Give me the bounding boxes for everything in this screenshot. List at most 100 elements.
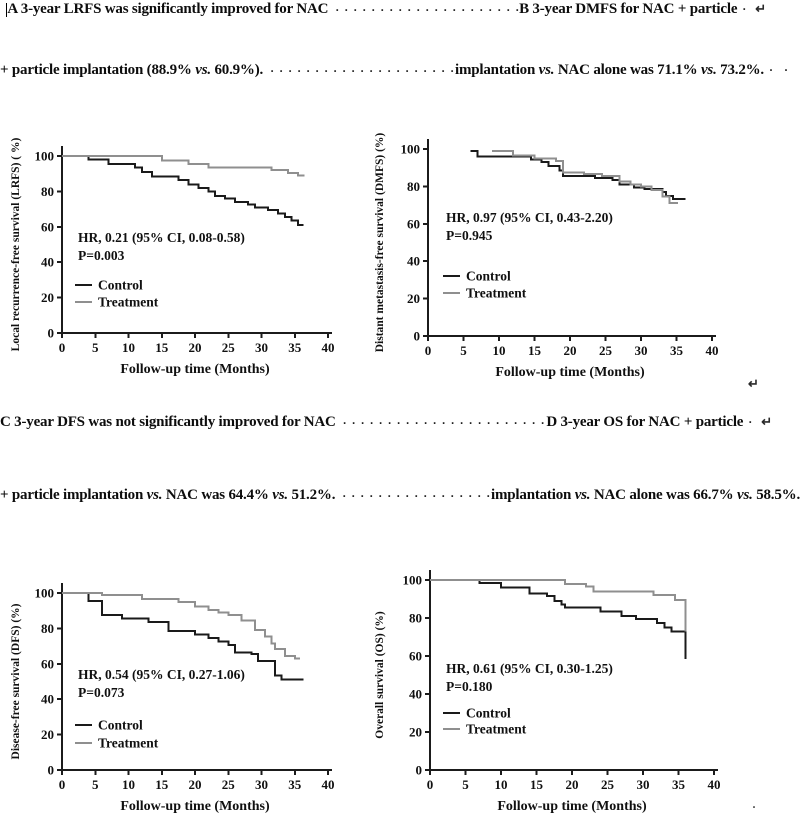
y-tick-label: 40: [41, 255, 54, 270]
y-tick-label: 20: [41, 290, 54, 305]
paragraph-return-icon: ↵: [755, 1, 766, 16]
y-tick-label: 80: [41, 184, 54, 199]
caption-row1-line2: + particle implantation (88.9% vs. 60.9%…: [0, 62, 792, 79]
x-tick-label: 25: [599, 343, 613, 358]
y-tick-label: 0: [48, 326, 55, 341]
x-tick-label: 0: [59, 777, 66, 792]
km-plot-lrfs: 0 5 10 15 20 25 30 35 40 0 20 40 60 80 100 Follow-up ti…: [10, 138, 335, 377]
x-tick-label: 5: [92, 340, 99, 355]
x-tick-label: 15: [155, 777, 169, 792]
x-tick-label: 35: [670, 343, 684, 358]
space-dot: ·: [752, 800, 757, 814]
x-tick-label: 30: [637, 777, 650, 792]
space-dots-leader: ········································…: [270, 65, 455, 76]
y-tick-label: 20: [407, 291, 420, 306]
legend-label-treatment: Treatment: [466, 722, 527, 737]
km-curve-treatment: [430, 579, 687, 632]
hr-annotation: HR, 0.54 (95% CI, 0.27-1.06): [78, 667, 245, 682]
space-dot: · ·: [768, 63, 792, 77]
y-tick-label: 20: [41, 727, 54, 742]
y-tick-label: 40: [41, 692, 54, 707]
x-tick-label: 40: [322, 777, 335, 792]
x-tick-label: 25: [222, 340, 236, 355]
hr-annotation: HR, 0.97 (95% CI, 0.43-2.20): [446, 210, 613, 225]
hr-annotation: P=0.073: [78, 685, 125, 700]
legend-label-control: Control: [98, 718, 143, 733]
caption-panel-c-line1: C 3-year DFS was not significantly impro…: [0, 414, 336, 430]
caption-row2-line2: + particle implantation vs. NAC was 64.4…: [0, 487, 800, 504]
km-curve-treatment: [491, 149, 678, 204]
x-tick-label: 25: [222, 777, 236, 792]
hr-annotation: P=0.180: [446, 679, 493, 694]
legend-label-control: Control: [466, 706, 511, 721]
caption-panel-a-line2: + particle implantation (88.9% vs. 60.9%…: [0, 62, 264, 78]
caption-panel-b-line1: B 3-year DMFS for NAC + particle: [519, 1, 738, 17]
hr-annotation: P=0.945: [446, 228, 493, 243]
legend-label-treatment: Treatment: [98, 295, 159, 310]
caption-panel-a-line1: A 3-year LRFS was significantly improved…: [7, 1, 329, 17]
x-axis-title: Follow-up time (Months): [120, 362, 270, 377]
x-tick-label: 15: [530, 777, 544, 792]
x-tick-label: 40: [708, 777, 721, 792]
x-axis-title: Follow-up time (Months): [497, 799, 647, 814]
y-tick-label: 80: [409, 611, 422, 626]
x-tick-label: 20: [566, 777, 579, 792]
space-dots-leader: ········································…: [342, 490, 492, 501]
x-tick-label: 30: [255, 777, 268, 792]
y-tick-label: 100: [403, 573, 423, 588]
x-tick-label: 0: [425, 343, 432, 358]
x-tick-label: 10: [122, 340, 135, 355]
legend-label-control: Control: [466, 269, 511, 284]
y-axis-title: Disease-free survival (DFS) (%): [10, 603, 22, 759]
y-axis-title: Local recurrence-free survival (LRFS) ( …: [10, 138, 22, 352]
x-axis-title: Follow-up time (Months): [120, 799, 270, 814]
km-plot-os: 0 5 10 15 20 25 30 35 40 0 20 40 60 80 100 Follow-up ti…: [374, 570, 721, 814]
x-tick-label: 35: [672, 777, 686, 792]
caption-panel-b-line2: implantation vs. NAC alone was 71.1% vs.…: [455, 62, 764, 78]
y-tick-label: 40: [409, 687, 422, 702]
y-tick-label: 80: [41, 621, 54, 636]
y-axis-title: Overall survival (OS) (%): [374, 611, 386, 739]
x-axis-title: Follow-up time (Months): [495, 365, 645, 380]
x-tick-label: 35: [288, 777, 302, 792]
km-curve-control: [430, 579, 687, 659]
space-dots-leader: ········································…: [342, 417, 547, 428]
x-tick-label: 10: [493, 343, 506, 358]
x-tick-label: 30: [635, 343, 648, 358]
hr-annotation: HR, 0.21 (95% CI, 0.08-0.58): [78, 230, 245, 245]
km-curve-control: [470, 149, 686, 201]
caption-row2-line1: C 3-year DFS was not significantly impro…: [0, 414, 772, 431]
y-tick-label: 60: [407, 216, 420, 231]
x-tick-label: 5: [460, 343, 467, 358]
x-tick-label: 20: [189, 340, 202, 355]
x-tick-label: 15: [528, 343, 542, 358]
x-tick-label: 10: [122, 777, 135, 792]
paragraph-return-icon: ↵: [761, 414, 772, 429]
legend-label-treatment: Treatment: [466, 286, 527, 301]
caption-panel-d-line1: D 3-year OS for NAC + particle: [546, 414, 744, 430]
km-curve-control: [62, 155, 304, 226]
km-curve-treatment: [62, 155, 305, 177]
y-tick-label: 60: [409, 649, 422, 664]
caption-panel-d-line2: implantation vs. NAC alone was 66.7% vs.…: [491, 487, 800, 503]
km-curve-treatment: [62, 592, 301, 660]
y-tick-label: 0: [48, 763, 55, 778]
y-tick-label: 60: [41, 219, 54, 234]
y-tick-label: 40: [407, 254, 420, 269]
km-plot-dfs: 0 5 10 15 20 25 30 35 40 0 20 40 60 80 100 Follow-up ti…: [10, 583, 335, 814]
y-tick-label: 100: [35, 149, 55, 164]
y-tick-label: 60: [41, 656, 54, 671]
x-tick-label: 25: [601, 777, 615, 792]
x-tick-label: 35: [288, 340, 302, 355]
y-axis-title: Distant metastasis-free survival (DMFS) …: [374, 133, 386, 353]
x-tick-label: 30: [255, 340, 268, 355]
x-tick-label: 20: [189, 777, 202, 792]
legend-label-control: Control: [98, 278, 143, 293]
space-dots-leader: ········································…: [335, 4, 519, 15]
x-tick-label: 40: [322, 340, 335, 355]
x-tick-label: 5: [462, 777, 469, 792]
paragraph-return-icon: ↵: [748, 376, 759, 391]
caption-row1-line1: A 3-year LRFS was significantly improved…: [6, 1, 766, 18]
y-tick-label: 0: [414, 329, 421, 344]
